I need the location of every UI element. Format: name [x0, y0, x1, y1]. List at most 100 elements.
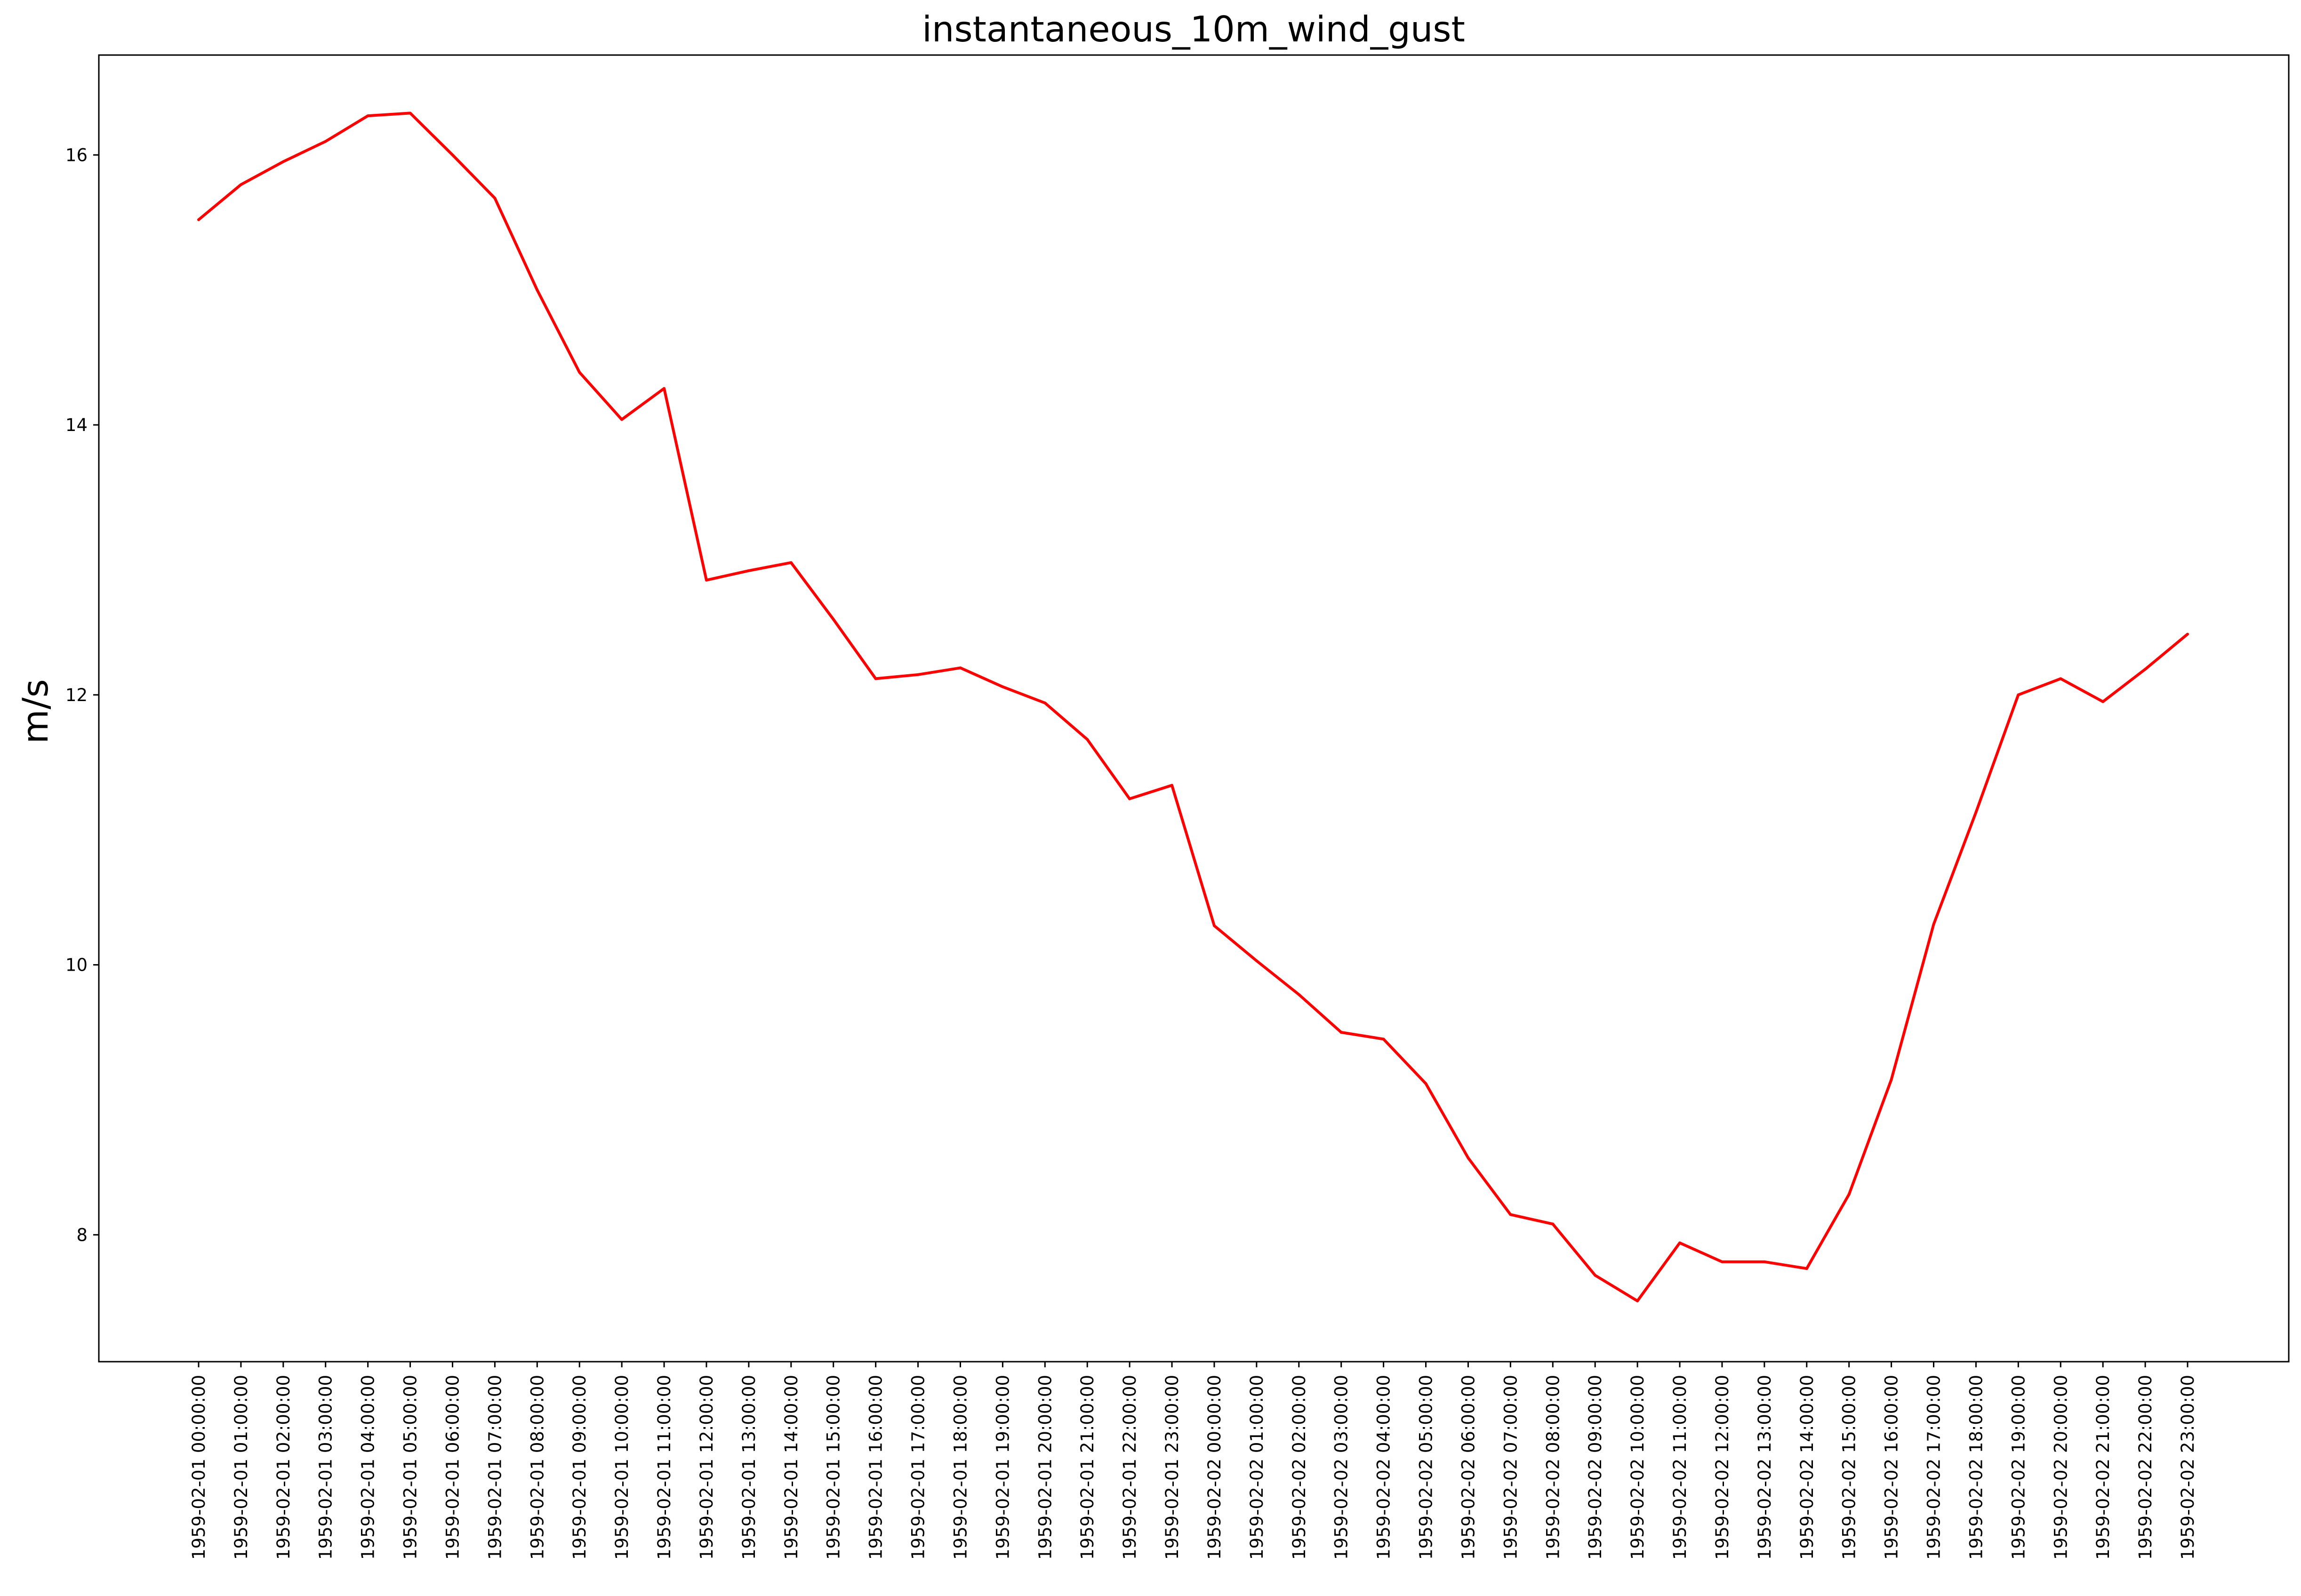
data-point: [493, 197, 497, 200]
x-tick-label: 1959-02-02 04:00:00: [1374, 1375, 1394, 1560]
data-point: [1424, 1082, 1427, 1085]
x-tick-label: 1959-02-01 06:00:00: [442, 1375, 463, 1560]
x-tick-label: 1959-02-02 01:00:00: [1247, 1375, 1267, 1560]
x-tick-label: 1959-02-01 12:00:00: [697, 1375, 717, 1560]
data-point: [1805, 1267, 1808, 1270]
x-tick-label: 1959-02-02 05:00:00: [1416, 1375, 1436, 1560]
x-tick-label: 1959-02-01 11:00:00: [654, 1375, 674, 1560]
x-tick-label: 1959-02-02 18:00:00: [1966, 1375, 1986, 1560]
data-point: [409, 112, 412, 115]
data-point: [874, 677, 877, 680]
x-tick-label: 1959-02-02 19:00:00: [2008, 1375, 2028, 1560]
series-line: [198, 112, 2189, 1302]
x-tick-label: 1959-02-01 21:00:00: [1077, 1375, 1098, 1560]
x-tick-label: 1959-02-01 10:00:00: [612, 1375, 632, 1560]
x-tick-label: 1959-02-01 04:00:00: [358, 1375, 378, 1560]
x-tick-label: 1959-02-02 10:00:00: [1628, 1375, 1648, 1560]
data-point: [1255, 959, 1258, 962]
data-point: [1594, 1274, 1597, 1277]
x-axis: 1959-02-01 00:00:00 1959-02-01 01:00:00 19…: [189, 1362, 2198, 1560]
data-point: [1213, 924, 1216, 927]
x-tick-label: 1959-02-01 09:00:00: [569, 1375, 590, 1560]
x-tick-label: 1959-02-02 11:00:00: [1670, 1375, 1690, 1560]
x-tick-label: 1959-02-02 07:00:00: [1500, 1375, 1521, 1560]
y-tick-label: 14: [65, 415, 88, 435]
data-point: [536, 288, 539, 292]
data-point: [281, 160, 285, 163]
x-tick-label: 1959-02-02 21:00:00: [2093, 1375, 2113, 1560]
data-point: [1509, 1213, 1512, 1216]
data-point: [1382, 1037, 1385, 1041]
x-tick-label: 1959-02-02 12:00:00: [1712, 1375, 1732, 1560]
data-point: [1086, 738, 1089, 741]
y-tick-label: 10: [65, 955, 88, 975]
y-tick-label: 8: [76, 1225, 88, 1245]
x-tick-label: 1959-02-02 02:00:00: [1289, 1375, 1309, 1560]
data-point: [578, 371, 581, 374]
data-point: [239, 183, 242, 186]
y-tick-label: 16: [65, 145, 88, 165]
x-tick-label: 1959-02-01 08:00:00: [527, 1375, 547, 1560]
x-tick-label: 1959-02-01 18:00:00: [950, 1375, 970, 1560]
x-tick-label: 1959-02-02 23:00:00: [2178, 1375, 2198, 1560]
data-point: [2144, 668, 2147, 671]
x-tick-label: 1959-02-01 02:00:00: [273, 1375, 294, 1560]
x-tick-label: 1959-02-02 06:00:00: [1458, 1375, 1478, 1560]
x-tick-label: 1959-02-02 13:00:00: [1755, 1375, 1775, 1560]
chart-title: instantaneous_10m_wind_gust: [922, 8, 1465, 50]
data-point: [2101, 700, 2105, 703]
x-tick-label: 1959-02-01 00:00:00: [189, 1375, 209, 1560]
data-point: [959, 666, 962, 670]
x-tick-label: 1959-02-01 14:00:00: [781, 1375, 802, 1560]
data-point: [789, 561, 793, 564]
x-tick-label: 1959-02-01 03:00:00: [316, 1375, 336, 1560]
x-tick-label: 1959-02-01 17:00:00: [908, 1375, 929, 1560]
data-point: [832, 618, 835, 621]
y-axis-label: m/s: [15, 679, 56, 743]
data-point: [705, 579, 708, 582]
x-tick-label: 1959-02-02 17:00:00: [1924, 1375, 1944, 1560]
x-tick-label: 1959-02-01 01:00:00: [231, 1375, 251, 1560]
y-axis: 8 10 12 14 16: [65, 145, 99, 1245]
x-tick-label: 1959-02-01 13:00:00: [739, 1375, 759, 1560]
data-point: [1128, 797, 1131, 800]
data-point: [1720, 1260, 1724, 1263]
data-point: [1678, 1241, 1681, 1245]
x-tick-label: 1959-02-02 00:00:00: [1204, 1375, 1225, 1560]
data-point: [663, 387, 666, 390]
data-point: [1847, 1193, 1851, 1196]
data-point: [620, 418, 624, 421]
data-point: [1043, 702, 1047, 704]
data-point: [1297, 993, 1300, 996]
data-point: [366, 114, 369, 118]
data-point: [1171, 784, 1173, 787]
data-point: [747, 569, 750, 572]
x-tick-label: 1959-02-01 15:00:00: [824, 1375, 844, 1560]
x-tick-label: 1959-02-02 22:00:00: [2135, 1375, 2156, 1560]
data-point: [1974, 811, 1978, 814]
x-tick-label: 1959-02-01 16:00:00: [866, 1375, 886, 1560]
data-point: [1890, 1078, 1893, 1081]
data-point: [2017, 693, 2020, 696]
data-point: [1001, 685, 1004, 688]
x-tick-label: 1959-02-01 20:00:00: [1035, 1375, 1055, 1560]
x-tick-label: 1959-02-02 14:00:00: [1797, 1375, 1817, 1560]
data-point: [324, 140, 327, 143]
data-point: [1339, 1031, 1343, 1034]
x-tick-label: 1959-02-01 22:00:00: [1120, 1375, 1140, 1560]
x-tick-label: 1959-02-02 15:00:00: [1839, 1375, 1860, 1560]
x-tick-label: 1959-02-02 08:00:00: [1543, 1375, 1563, 1560]
x-tick-label: 1959-02-01 05:00:00: [401, 1375, 421, 1560]
data-point: [1551, 1222, 1555, 1226]
data-point: [1636, 1299, 1639, 1302]
data-point: [451, 153, 454, 157]
data-point: [916, 673, 920, 676]
data-point: [1763, 1260, 1766, 1263]
x-tick-label: 1959-02-02 09:00:00: [1585, 1375, 1605, 1560]
x-tick-label: 1959-02-02 20:00:00: [2051, 1375, 2071, 1560]
x-tick-label: 1959-02-01 19:00:00: [993, 1375, 1013, 1560]
series-layer: [197, 112, 2189, 1302]
x-tick-label: 1959-02-02 03:00:00: [1331, 1375, 1352, 1560]
x-tick-label: 1959-02-01 23:00:00: [1162, 1375, 1182, 1560]
